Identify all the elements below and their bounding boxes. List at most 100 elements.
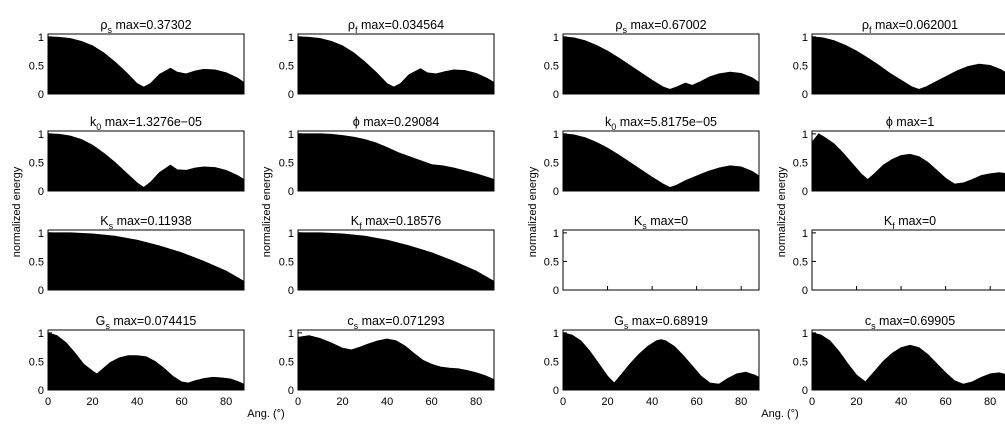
x-tick-label: 60 bbox=[691, 396, 703, 408]
subplot-8: 0 0.5 1 ϕ max=1 bbox=[793, 115, 1005, 198]
axes-box bbox=[562, 229, 760, 291]
x-tick-label: 20 bbox=[86, 396, 98, 408]
title-symbol: K bbox=[634, 214, 643, 228]
x-tick-label: 0 bbox=[45, 396, 51, 408]
title-max: max=1.3276e−05 bbox=[101, 115, 202, 129]
x-tick-label: 0 bbox=[809, 396, 815, 408]
axes-box bbox=[562, 329, 760, 391]
title-symbol: k bbox=[605, 115, 612, 129]
energy-area bbox=[48, 36, 244, 94]
subplot-title: k0 max=5.8175e−05 bbox=[605, 115, 717, 132]
y-tick-label: 0.5 bbox=[29, 60, 44, 72]
title-symbol: ρ bbox=[862, 18, 869, 32]
title-subscript: f bbox=[869, 25, 872, 35]
energy-area bbox=[48, 133, 244, 191]
x-tick-label: 80 bbox=[735, 396, 747, 408]
y-tick-label: 1 bbox=[288, 228, 294, 240]
subplot-title: Kf max=0 bbox=[884, 214, 936, 231]
y-tick-label: 0 bbox=[288, 186, 294, 198]
y-axis-label: normalized energy bbox=[527, 166, 539, 257]
subplot-title: ρf max=0.034564 bbox=[348, 18, 444, 35]
y-tick-label: 0.5 bbox=[29, 256, 44, 268]
axes-box bbox=[562, 33, 760, 95]
y-tick-label: 0.5 bbox=[793, 157, 808, 169]
title-subscript: s bbox=[624, 321, 629, 331]
x-tick-label: 0 bbox=[295, 396, 301, 408]
subplot-title: k0 max=1.3276e−05 bbox=[90, 115, 202, 132]
x-tick-label: 40 bbox=[131, 396, 143, 408]
subplot-4: 0 0.5 1 ρf max=0.062001 bbox=[793, 18, 1005, 101]
subplot-title: Ks max=0 bbox=[634, 214, 688, 231]
axes-box bbox=[297, 33, 495, 95]
x-axis-label: Ang. (°) bbox=[247, 408, 284, 420]
y-tick-label: 0.5 bbox=[279, 256, 294, 268]
title-max: max=0.37302 bbox=[112, 18, 192, 32]
y-tick-label: 0 bbox=[38, 89, 44, 101]
x-tick-label: 20 bbox=[601, 396, 613, 408]
title-symbol: ρ bbox=[348, 18, 355, 32]
y-tick-label: 1 bbox=[38, 129, 44, 141]
subplot-14: 0 0.5 1 0 20 40 60 80 cs max=0.071293 bbox=[279, 314, 495, 408]
subplot-title: ρs max=0.67002 bbox=[615, 18, 706, 35]
y-tick-label: 0.5 bbox=[279, 157, 294, 169]
x-tick-label: 80 bbox=[470, 396, 482, 408]
energy-area bbox=[563, 36, 759, 94]
x-tick-label: 0 bbox=[560, 396, 566, 408]
x-tick-label: 40 bbox=[895, 396, 907, 408]
axes-box bbox=[811, 33, 1005, 95]
y-tick-label: 1 bbox=[802, 328, 808, 340]
title-symbol: G bbox=[614, 314, 624, 328]
title-subscript: f bbox=[355, 25, 358, 35]
y-tick-label: 0.5 bbox=[279, 60, 294, 72]
subplot-11: 0 0.5 1 Ks max=0 bbox=[544, 214, 760, 297]
energy-area bbox=[298, 335, 494, 390]
y-tick-label: 0 bbox=[553, 186, 559, 198]
axes-box bbox=[297, 329, 495, 391]
subplot-title: ϕ max=1 bbox=[886, 115, 934, 129]
energy-area bbox=[812, 332, 1005, 390]
title-subscript: s bbox=[623, 25, 628, 35]
subplot-16: 0 0.5 1 0 20 40 60 80 cs max=0.69905 bbox=[793, 314, 1005, 408]
y-tick-label: 0.5 bbox=[793, 256, 808, 268]
title-subscript: s bbox=[642, 221, 647, 231]
energy-area bbox=[298, 232, 494, 290]
axes-box bbox=[811, 229, 1005, 291]
subplot-title: Gs max=0.68919 bbox=[614, 314, 708, 331]
y-tick-label: 1 bbox=[38, 228, 44, 240]
x-tick-label: 20 bbox=[336, 396, 348, 408]
x-axis-label: Ang. (°) bbox=[761, 408, 798, 420]
axes-box bbox=[47, 229, 245, 291]
title-subscript: s bbox=[109, 221, 114, 231]
y-tick-label: 0.5 bbox=[544, 60, 559, 72]
energy-area bbox=[298, 133, 494, 191]
title-symbol: K bbox=[351, 214, 360, 228]
title-symbol: ϕ bbox=[886, 115, 893, 129]
y-tick-label: 0.5 bbox=[544, 256, 559, 268]
title-subscript: s bbox=[108, 25, 113, 35]
subplot-title: Ks max=0.11938 bbox=[100, 214, 192, 231]
x-tick-label: 40 bbox=[646, 396, 658, 408]
subplot-title: cs max=0.071293 bbox=[347, 314, 444, 331]
subplot-title: ϕ max=0.29084 bbox=[353, 115, 440, 129]
subplot-9: 0 0.5 1 Ks max=0.11938 bbox=[29, 214, 245, 297]
subplot-10: 0 0.5 1 Kf max=0.18576 bbox=[279, 214, 495, 297]
x-tick-label: 20 bbox=[850, 396, 862, 408]
energy-area bbox=[563, 133, 759, 191]
x-tick-label: 40 bbox=[381, 396, 393, 408]
subplot-title: Gs max=0.074415 bbox=[96, 314, 197, 331]
subplot-6: 0 0.5 1 ϕ max=0.29084 bbox=[279, 115, 495, 198]
axes-box bbox=[47, 329, 245, 391]
axes-box bbox=[47, 130, 245, 192]
y-tick-label: 1 bbox=[288, 129, 294, 141]
x-tick-label: 80 bbox=[984, 396, 996, 408]
x-tick-label: 60 bbox=[940, 396, 952, 408]
y-tick-label: 0 bbox=[38, 186, 44, 198]
title-subscript: 0 bbox=[96, 122, 101, 132]
y-tick-label: 0 bbox=[38, 285, 44, 297]
y-tick-label: 0.5 bbox=[544, 356, 559, 368]
axes-box bbox=[811, 329, 1005, 391]
y-tick-label: 0 bbox=[553, 285, 559, 297]
y-tick-label: 0 bbox=[802, 89, 808, 101]
title-max: max=0.67002 bbox=[627, 18, 707, 32]
subplot-title: Kf max=0.18576 bbox=[351, 214, 441, 231]
